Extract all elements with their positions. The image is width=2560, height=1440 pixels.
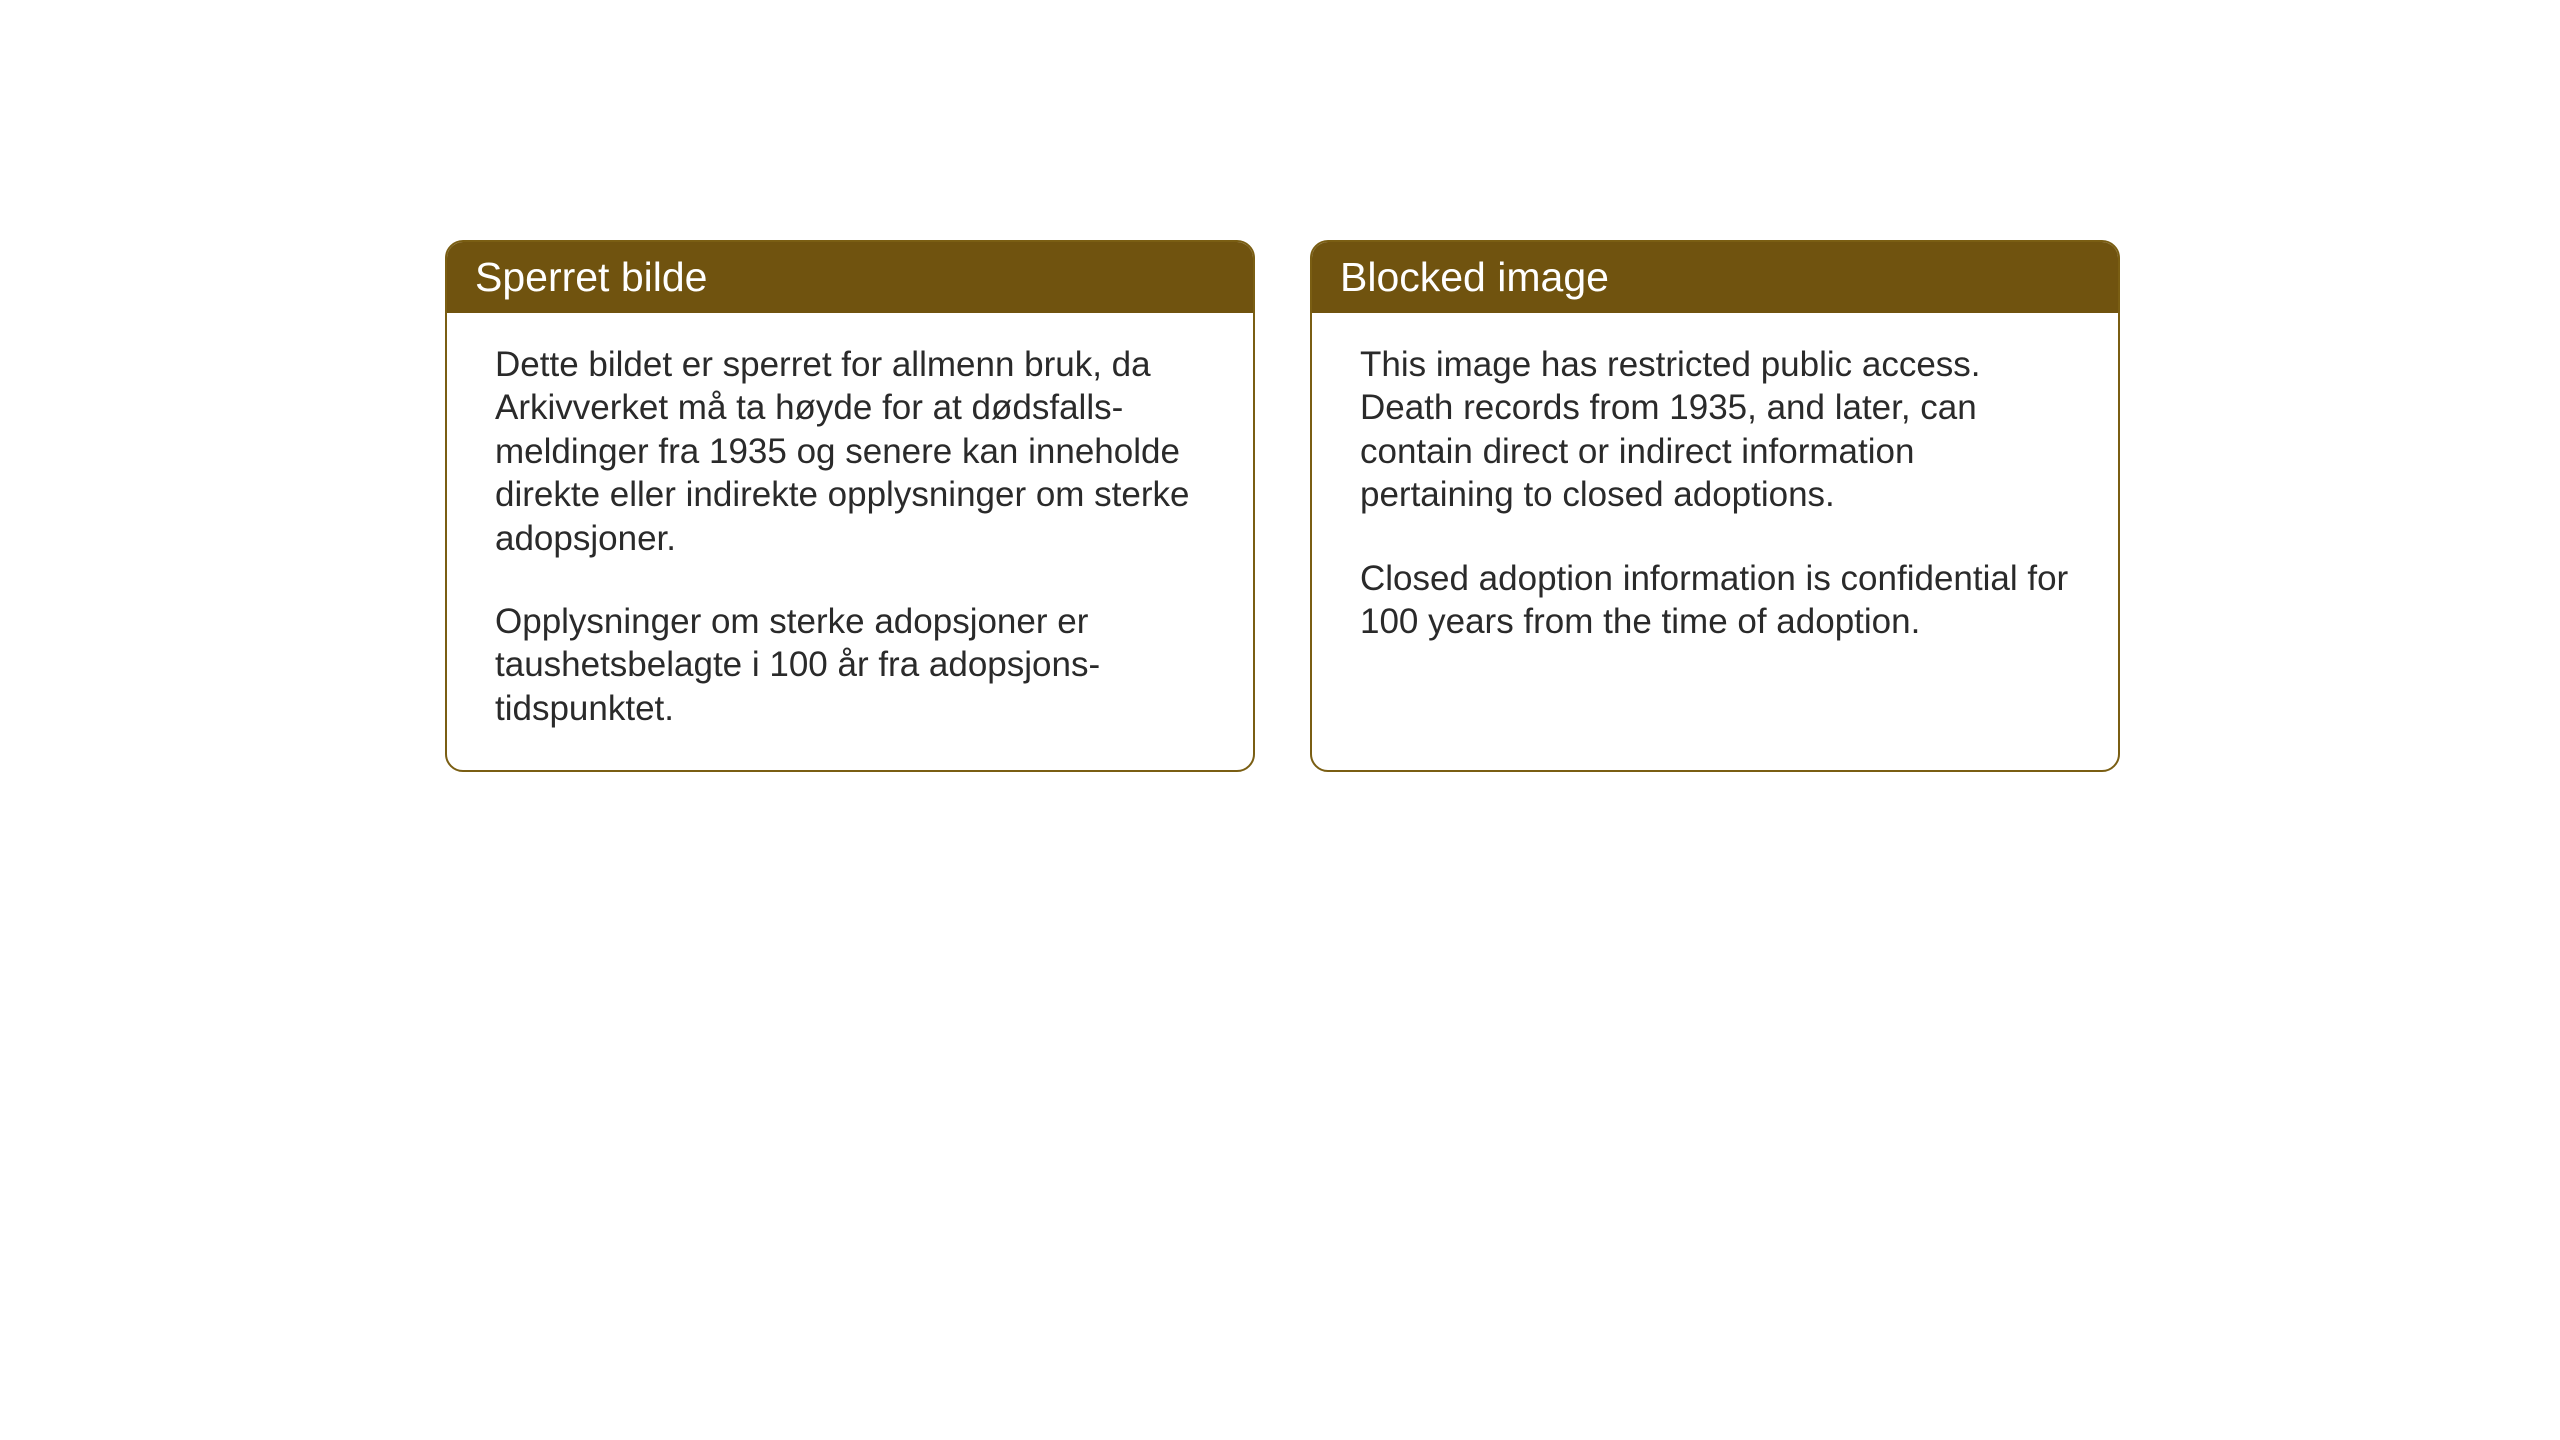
card-paragraph: Closed adoption information is confident… xyxy=(1360,557,2070,644)
card-paragraph: Opplysninger om sterke adopsjoner er tau… xyxy=(495,600,1205,730)
card-title: Sperret bilde xyxy=(475,254,707,300)
card-header-english: Blocked image xyxy=(1312,242,2118,313)
cards-container: Sperret bilde Dette bildet er sperret fo… xyxy=(445,240,2120,772)
card-title: Blocked image xyxy=(1340,254,1609,300)
card-norwegian: Sperret bilde Dette bildet er sperret fo… xyxy=(445,240,1255,772)
card-header-norwegian: Sperret bilde xyxy=(447,242,1253,313)
card-body-english: This image has restricted public access.… xyxy=(1312,313,2118,683)
card-paragraph: Dette bildet er sperret for allmenn bruk… xyxy=(495,343,1205,560)
card-body-norwegian: Dette bildet er sperret for allmenn bruk… xyxy=(447,313,1253,770)
card-paragraph: This image has restricted public access.… xyxy=(1360,343,2070,517)
card-english: Blocked image This image has restricted … xyxy=(1310,240,2120,772)
